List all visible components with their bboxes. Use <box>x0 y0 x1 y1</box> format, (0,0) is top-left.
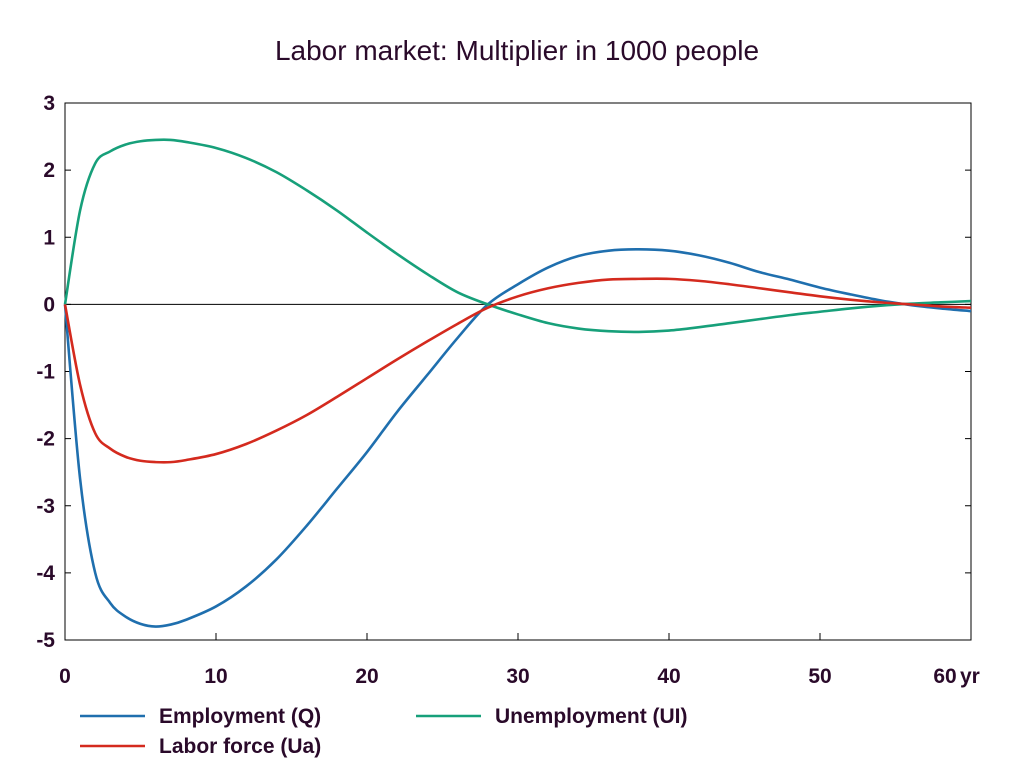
y-tick-label: -2 <box>36 428 55 451</box>
series-line-unemployment-ui <box>63 138 972 334</box>
x-axis: 0 10 20 30 40 50 60 yr <box>59 633 980 688</box>
x-tick-label: 20 <box>355 665 378 688</box>
x-tick-label: 10 <box>204 665 227 688</box>
y-tick-label: -4 <box>36 562 55 585</box>
y-tick-label: -3 <box>36 495 55 518</box>
legend-label-labor-force-ua: Labor force (Ua) <box>159 735 321 758</box>
x-tick-label: 40 <box>657 665 680 688</box>
y-tick-label: 0 <box>43 293 55 316</box>
y-tick-label: 2 <box>43 159 55 182</box>
chart-title: Labor market: Multiplier in 1000 people <box>275 35 759 66</box>
x-tick-label: 50 <box>808 665 831 688</box>
legend-label-employment-q: Employment (Q) <box>159 705 321 728</box>
legend: Employment (Q) Unemployment (UI) Labor for… <box>80 705 688 758</box>
series-layer <box>63 138 972 628</box>
plot-frame <box>64 102 972 641</box>
x-tick-label: 30 <box>506 665 529 688</box>
legend-label-unemployment-ui: Unemployment (UI) <box>495 705 688 728</box>
y-tick-label: -5 <box>36 629 55 652</box>
y-tick-label: 1 <box>43 226 55 249</box>
series-line-labor-force-ua <box>63 277 972 464</box>
y-tick-label: -1 <box>36 361 55 384</box>
y-tick-label: 3 <box>43 92 55 115</box>
x-tick-label: 60 <box>933 665 956 688</box>
series-line-employment-q <box>63 248 972 628</box>
x-tick-label: 0 <box>59 665 71 688</box>
y-axis: 3 2 1 0 -1 -2 -3 -4 -5 <box>36 92 971 652</box>
x-unit-label: yr <box>960 665 980 688</box>
